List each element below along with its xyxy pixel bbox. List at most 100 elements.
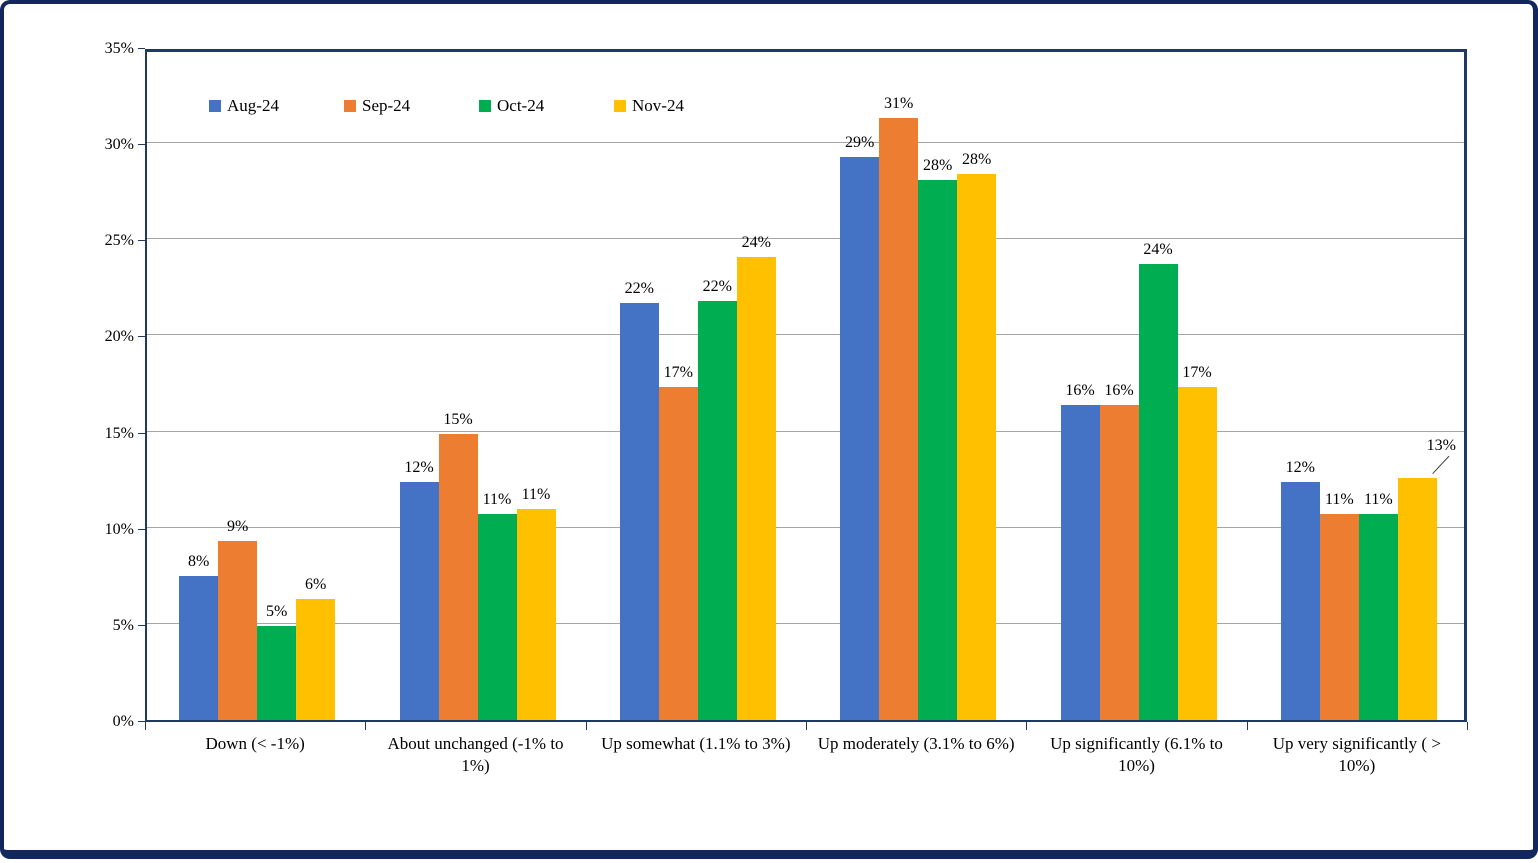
bar-value-label: 22%: [702, 277, 732, 295]
gridline-5%: [147, 622, 1464, 624]
x-axis-label-category-5: Up significantly (6.1% to 10%): [1050, 734, 1223, 775]
bar-value-label: 11%: [482, 491, 512, 509]
bar-value-label: 11%: [1324, 491, 1354, 509]
legend-swatch-nov-24: [614, 100, 626, 112]
y-axis-tick: [138, 721, 145, 722]
legend-item-oct-24: Oct-24: [479, 97, 614, 115]
gridline-10%: [147, 526, 1464, 528]
legend-label-aug-24: Aug-24: [227, 96, 279, 115]
x-axis-tick: [1246, 722, 1248, 730]
y-axis-tick: [138, 432, 145, 434]
gridline-25%: [147, 238, 1464, 240]
plot-area: 8% 12% 22% 29% 16% 12% 9% 15% 17% 31% 16% 11% 5% 11% 2…: [145, 49, 1467, 722]
bar-Aug-24-category-3: [619, 302, 659, 720]
chart-legend: Aug-24 Sep-24 Oct-24 Nov-24: [209, 97, 749, 115]
label-leader-line: [1432, 455, 1450, 474]
y-axis-tick: [138, 48, 145, 49]
bar-chart: 8% 12% 22% 29% 16% 12% 9% 15% 17% 31% 16% 11% 5% 11% 2…: [4, 4, 1538, 863]
bar-Sep-24-category-3: [658, 387, 698, 720]
bar-value-label: 12%: [404, 458, 434, 476]
y-axis-label: 10%: [104, 520, 134, 538]
gridline-20%: [147, 334, 1464, 336]
bar-Nov-24-category-6: [1397, 477, 1437, 720]
y-axis-label: 25%: [104, 232, 134, 250]
y-axis-tick: [138, 240, 145, 242]
bar-Aug-24-category-6: [1280, 481, 1320, 720]
legend-label-nov-24: Nov-24: [632, 96, 684, 115]
bar-Oct-24-category-6: [1358, 514, 1398, 720]
bar-value-label: 11%: [521, 485, 551, 503]
bar-Nov-24-category-5: [1177, 387, 1217, 720]
legend-item-nov-24: Nov-24: [614, 97, 749, 115]
y-axis-label: 20%: [104, 328, 134, 346]
legend-label-sep-24: Sep-24: [362, 96, 411, 115]
bar-Oct-24-category-3: [697, 300, 737, 720]
bar-Nov-24-category-2: [516, 508, 556, 720]
y-axis-tick: [138, 624, 145, 626]
legend-item-aug-24: Aug-24: [209, 97, 344, 115]
y-axis-label: 0%: [112, 713, 134, 730]
bar-value-label: 5%: [265, 602, 288, 620]
bar-value-label: 24%: [741, 233, 771, 251]
y-axis-label: 5%: [112, 616, 134, 634]
legend-swatch-sep-24: [344, 100, 356, 112]
bar-Sep-24-category-2: [438, 433, 478, 720]
bar-value-label: 9%: [226, 518, 249, 536]
bar-value-label: 17%: [663, 364, 693, 382]
bar-Aug-24-category-1: [179, 575, 219, 720]
gridline-15%: [147, 430, 1464, 432]
legend-swatch-aug-24: [209, 100, 221, 112]
bar-Oct-24-category-5: [1138, 264, 1178, 720]
x-axis-label-category-4: Up moderately (3.1% to 6%): [817, 734, 1015, 753]
bar-Aug-24-category-5: [1060, 404, 1100, 720]
bar-Oct-24-category-2: [477, 514, 517, 720]
legend-label-oct-24: Oct-24: [497, 96, 545, 115]
y-axis-label: 15%: [104, 424, 134, 442]
bar-value-label: 13%: [1426, 436, 1456, 454]
bar-value-label: 16%: [1065, 381, 1095, 399]
bar-value-label: 11%: [1363, 491, 1393, 509]
x-axis-tick: [1467, 722, 1468, 730]
x-axis-label-category-3: Up somewhat (1.1% to 3%): [601, 734, 791, 753]
x-axis-label-category-1: Down (< -1%): [205, 734, 305, 753]
gridline-30%: [147, 142, 1464, 144]
bar-value-label: 31%: [883, 95, 914, 113]
x-axis-tick: [365, 722, 367, 730]
x-axis-tick: [1026, 722, 1028, 730]
legend-item-sep-24: Sep-24: [344, 97, 479, 115]
bar-value-label: 6%: [304, 575, 327, 593]
y-axis-label: 30%: [104, 136, 134, 154]
x-axis-tick: [145, 722, 146, 730]
legend-swatch-oct-24: [479, 100, 491, 112]
bar-value-label: 8%: [187, 552, 210, 570]
y-axis-tick: [138, 336, 145, 338]
bar-Sep-24-category-6: [1319, 514, 1359, 720]
bar-value-label: 28%: [961, 150, 992, 168]
y-axis-tick: [138, 528, 145, 530]
bar-Aug-24-category-4: [840, 156, 880, 720]
bar-value-label: 16%: [1104, 381, 1134, 399]
y-axis-tick: [138, 144, 145, 146]
bar-Oct-24-category-4: [918, 179, 958, 720]
bar-Nov-24-category-3: [736, 256, 776, 720]
x-axis-tick: [585, 722, 587, 730]
bar-Sep-24-category-5: [1099, 404, 1139, 720]
bar-value-label: 17%: [1182, 364, 1212, 382]
x-axis-label-category-2: About unchanged (-1% to 1%): [387, 734, 564, 775]
bar-Oct-24-category-1: [257, 625, 297, 720]
bar-value-label: 24%: [1143, 241, 1173, 259]
y-axis-label: 35%: [104, 40, 134, 57]
bar-value-label: 12%: [1285, 458, 1315, 476]
bar-value-label: 29%: [844, 133, 875, 151]
bar-Nov-24-category-1: [296, 598, 336, 720]
bar-Nov-24-category-4: [957, 173, 997, 720]
bar-Aug-24-category-2: [399, 481, 439, 720]
x-axis-tick: [806, 722, 807, 730]
bar-Sep-24-category-1: [218, 541, 258, 720]
bar-value-label: 22%: [624, 279, 654, 297]
bar-value-label: 15%: [443, 410, 473, 428]
x-axis-label-category-6: Up very significantly ( > 10%): [1272, 734, 1441, 775]
bar-value-label: 28%: [922, 156, 953, 174]
bar-Sep-24-category-4: [879, 118, 919, 720]
